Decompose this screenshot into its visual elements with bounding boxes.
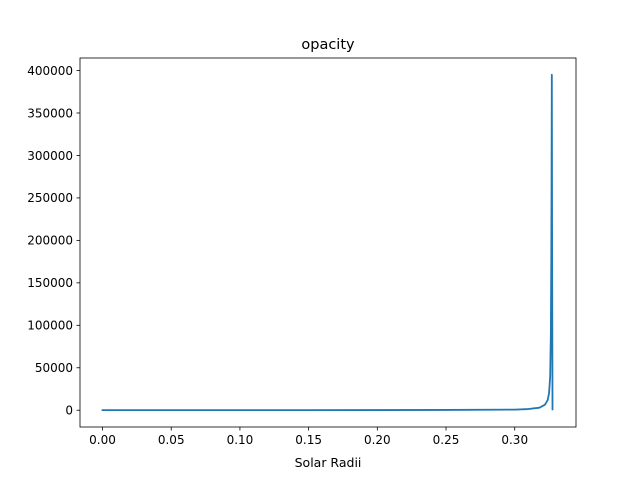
x-tick-label: 0.20: [364, 433, 391, 447]
y-tick-label: 150000: [27, 276, 73, 290]
y-tick-label: 400000: [27, 64, 73, 78]
y-tick-label: 350000: [27, 106, 73, 120]
y-tick-label: 300000: [27, 149, 73, 163]
opacity-series-line: [101, 73, 554, 412]
series-layer: [101, 73, 554, 412]
y-tick-label: 250000: [27, 191, 73, 205]
x-tick-label: 0.25: [433, 433, 460, 447]
y-tick-label: 200000: [27, 234, 73, 248]
y-tick-label: 50000: [35, 361, 73, 375]
x-tick-label: 0.10: [227, 433, 254, 447]
y-tick-label: 100000: [27, 319, 73, 333]
tick-layer: 0.00 0.05 0.10 0.15 0.20 0.25 0.30 0 50000 100000…: [27, 64, 528, 447]
x-tick-label: 0.30: [501, 433, 528, 447]
x-tick-label: 0.15: [295, 433, 322, 447]
y-tick-label: 0: [65, 404, 73, 418]
x-axis-label: Solar Radii: [295, 455, 362, 470]
x-tick-label: 0.00: [89, 433, 116, 447]
chart-title: opacity: [301, 37, 355, 53]
axes-frame: [79, 57, 577, 428]
x-tick-label: 0.05: [158, 433, 185, 447]
